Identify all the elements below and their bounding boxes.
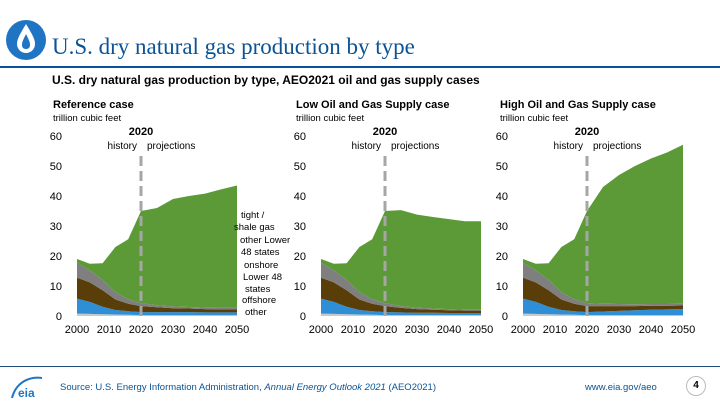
history-label: history [108,141,137,152]
legend-other-lower48-line2: 48 states [241,247,280,258]
legend-other-lower48-line1: other Lower [240,235,290,246]
area-tight-shale [523,144,683,305]
area-onshore [321,277,481,313]
y-tick-label: 40 [496,191,508,203]
y-tick-label: 10 [50,281,62,293]
y-tick-label: 30 [50,221,62,233]
legend-offshore-line3: offshore [242,295,276,306]
svg-text:eia: eia [18,386,35,400]
legend-offshore-line1: Lower 48 [243,272,282,283]
area-other [523,313,683,316]
area-onshore [523,277,683,313]
area-other-lower48 [77,262,237,310]
y-axis-unit: trillion cubic feet [53,113,121,124]
y-tick-label: 60 [50,131,62,143]
legend-tight-shale-line1: tight / [241,210,265,221]
y-tick-label: 0 [502,311,508,323]
eia-logo-icon: eia [11,376,43,400]
legend: tight / shale gas other Lower 48 states … [234,210,290,318]
y-tick-label: 0 [56,311,62,323]
x-tick-label: 2020 [575,324,599,336]
page-number: 4 [686,376,706,396]
x-tick-label: 2040 [639,324,663,336]
projections-label: projections [391,141,439,152]
x-tick-label: 2010 [97,324,121,336]
legend-other-lower48-line3: onshore [244,260,278,271]
y-tick-label: 20 [294,251,306,263]
x-tick-label: 2000 [65,324,89,336]
y-tick-label: 60 [496,131,508,143]
y-tick-label: 20 [496,251,508,263]
x-tick-label: 2040 [193,324,217,336]
website-link[interactable]: www.eia.gov/aeo [585,382,657,393]
chart-title: High Oil and Gas Supply case [500,99,656,111]
title-divider [0,66,720,68]
x-tick-label: 2050 [225,324,249,336]
history-label: history [554,141,583,152]
y-tick-label: 20 [50,251,62,263]
x-tick-label: 2050 [671,324,695,336]
y-tick-label: 50 [294,161,306,173]
legend-tight-shale-line2: shale gas [234,222,275,233]
legend-offshore-line2: states [245,284,271,295]
y-tick-label: 60 [294,131,306,143]
x-tick-label: 2030 [161,324,185,336]
chart-subtitle: U.S. dry natural gas production by type,… [52,73,480,87]
area-tight-shale [77,185,237,308]
area-offshore [523,298,683,316]
area-other-lower48 [523,262,683,307]
area-offshore [321,298,481,316]
page-title: U.S. dry natural gas production by type [52,34,415,59]
water-drop-icon [6,20,46,60]
footer-divider [0,366,720,367]
x-tick-label: 2020 [129,324,153,336]
y-axis-unit: trillion cubic feet [296,113,364,124]
x-tick-label: 2000 [309,324,333,336]
y-tick-label: 10 [294,281,306,293]
chart-panel-2: Low Oil and Gas Supply case trillion cubi… [294,99,493,336]
divider-year-label: 2020 [373,126,397,138]
y-tick-label: 40 [50,191,62,203]
y-tick-label: 30 [294,221,306,233]
source-note: Source: U.S. Energy Information Administ… [60,382,436,393]
area-offshore [77,298,237,316]
x-tick-label: 2030 [405,324,429,336]
area-other [77,313,237,316]
area-tight-shale [321,210,481,310]
x-tick-label: 2010 [341,324,365,336]
y-tick-label: 0 [300,311,306,323]
y-tick-label: 40 [294,191,306,203]
y-tick-label: 30 [496,221,508,233]
y-tick-label: 50 [496,161,508,173]
area-other [321,313,481,316]
divider-year-label: 2020 [129,126,153,138]
x-tick-label: 2030 [607,324,631,336]
legend-other: other [245,307,267,318]
divider-year-label: 2020 [575,126,599,138]
x-tick-label: 2050 [469,324,493,336]
projections-label: projections [147,141,195,152]
header: U.S. dry natural gas production by type [0,0,720,66]
history-label: history [352,141,381,152]
area-onshore [77,277,237,313]
x-tick-label: 2000 [511,324,535,336]
projections-label: projections [593,141,641,152]
footer: eia Source: U.S. Energy Information Admi… [0,366,720,405]
y-tick-label: 50 [50,161,62,173]
chart-panel-3: High Oil and Gas Supply case trillion cub… [496,99,695,336]
y-axis-unit: trillion cubic feet [500,113,568,124]
area-other-lower48 [321,262,481,311]
chart-title: Reference case [53,99,134,111]
x-tick-label: 2020 [373,324,397,336]
x-tick-label: 2040 [437,324,461,336]
chart-title: Low Oil and Gas Supply case [296,99,449,111]
x-tick-label: 2010 [543,324,567,336]
y-tick-label: 10 [496,281,508,293]
